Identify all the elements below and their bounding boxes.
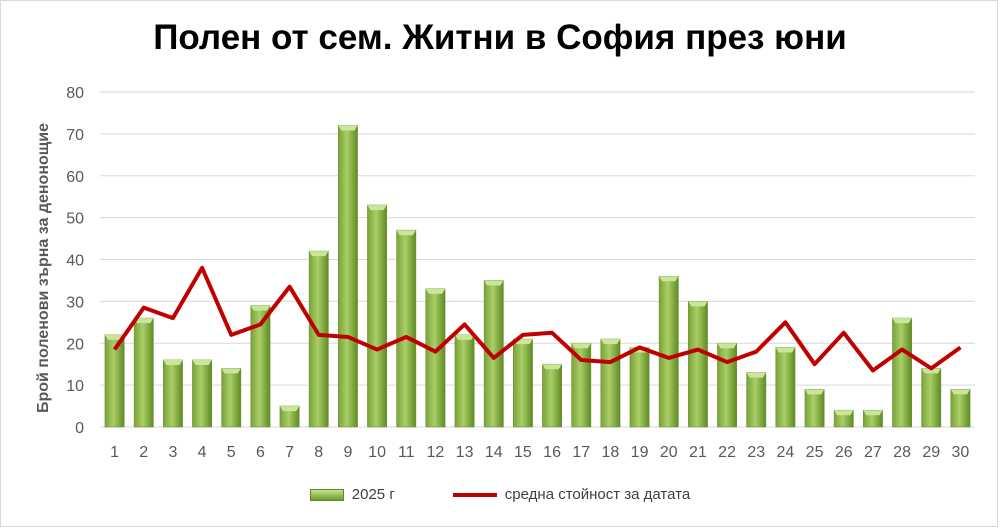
x-tick-labels: 1 2 3 4 5 6 7 8 9 10 11 12 13 14 15 16 17 18 19 20 21 22 23 24 2… (110, 444, 969, 461)
y-tick-label: 10 (66, 378, 84, 395)
x-tick-label: 29 (922, 444, 940, 461)
x-tick-label: 8 (314, 444, 323, 461)
x-tick-label: 7 (285, 444, 294, 461)
bar (746, 372, 767, 428)
x-tick-label: 14 (485, 444, 503, 461)
x-tick-label: 30 (952, 444, 970, 461)
bar (862, 409, 883, 428)
y-tick-label: 50 (66, 211, 84, 228)
legend-line-label: средна стойност за датата (504, 486, 691, 503)
y-tick-label: 40 (66, 253, 84, 270)
bar (396, 229, 417, 428)
x-tick-label: 17 (572, 444, 590, 461)
bar (833, 409, 854, 428)
x-tick-label: 1 (110, 444, 119, 461)
bar (221, 368, 242, 428)
bar (717, 342, 738, 428)
y-tick-label: 70 (66, 127, 84, 144)
bar (337, 125, 358, 428)
average-line (112, 265, 962, 373)
bar (512, 338, 533, 428)
average-line-series (112, 265, 962, 373)
bar (629, 347, 650, 428)
bar (892, 317, 913, 428)
x-tick-label: 23 (747, 444, 765, 461)
x-tick-label: 22 (718, 444, 736, 461)
y-tick-label: 60 (66, 169, 84, 186)
x-tick-label: 28 (893, 444, 911, 461)
x-tick-label: 20 (660, 444, 678, 461)
x-tick-label: 24 (777, 444, 795, 461)
bar (687, 301, 708, 428)
bar (950, 389, 971, 428)
legend-bar-label: 2025 г (351, 486, 395, 503)
y-tick-label: 0 (75, 420, 84, 437)
legend-item-bars: 2025 г (309, 486, 395, 503)
x-tick-label: 15 (514, 444, 532, 461)
x-tick-label: 25 (806, 444, 824, 461)
x-tick-label: 6 (256, 444, 265, 461)
bar (133, 317, 154, 428)
bar (162, 359, 183, 428)
x-tick-label: 3 (168, 444, 177, 461)
bar-series-2025 (104, 125, 971, 428)
x-tick-label: 21 (689, 444, 707, 461)
bar (250, 305, 271, 428)
x-tick-label: 12 (427, 444, 445, 461)
x-tick-label: 11 (398, 444, 415, 461)
bar (804, 389, 825, 428)
y-tick-labels: 0 10 20 30 40 50 60 70 80 (66, 85, 84, 437)
bar (425, 288, 446, 428)
bar (192, 359, 213, 428)
bar (542, 363, 563, 428)
bar (658, 275, 679, 428)
x-tick-label: 5 (227, 444, 236, 461)
bar (921, 368, 942, 428)
x-tick-label: 2 (139, 444, 148, 461)
chart-title: Полен от сем. Житни в София през юни (153, 18, 847, 57)
y-tick-label: 20 (66, 336, 84, 353)
legend-bar-swatch (309, 488, 344, 501)
x-tick-label: 26 (835, 444, 853, 461)
y-tick-label: 30 (66, 294, 84, 311)
x-tick-label: 19 (631, 444, 649, 461)
bar (308, 250, 329, 428)
bar (279, 405, 300, 428)
bar (600, 338, 621, 428)
gridlines (100, 91, 975, 428)
x-tick-label: 10 (368, 444, 386, 461)
x-tick-label: 18 (602, 444, 620, 461)
bar (775, 347, 796, 428)
x-tick-label: 27 (864, 444, 882, 461)
legend-line-swatch (452, 492, 497, 497)
x-tick-label: 13 (456, 444, 474, 461)
bar (104, 334, 125, 428)
bar (571, 342, 592, 428)
x-tick-label: 4 (198, 444, 207, 461)
chart-legend: 2025 г средна стойност за датата (0, 486, 1000, 503)
bar (454, 334, 475, 428)
x-tick-label: 9 (343, 444, 352, 461)
bar (483, 280, 504, 428)
bar (367, 204, 388, 428)
legend-item-line: средна стойност за датата (452, 486, 691, 503)
x-tick-label: 16 (543, 444, 561, 461)
y-tick-label: 80 (66, 85, 84, 102)
